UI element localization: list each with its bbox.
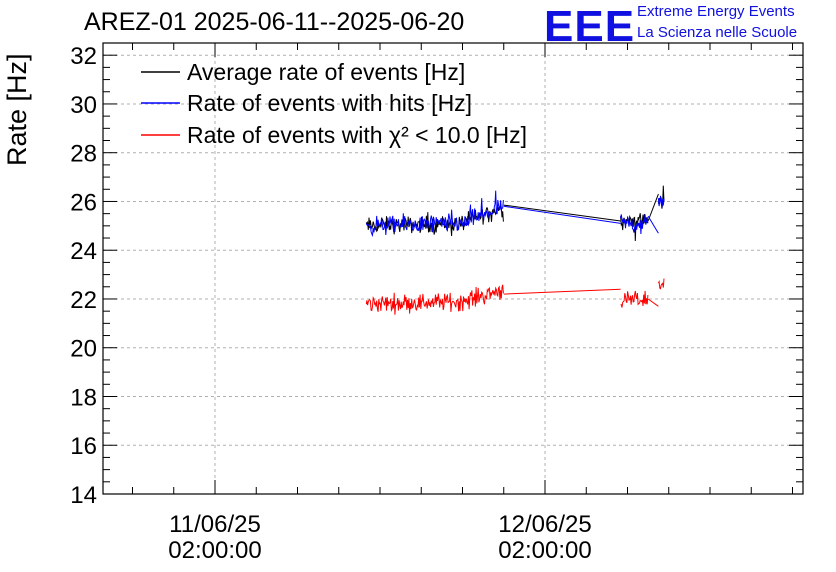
series-line-0 (503, 204, 621, 222)
y-tick-label: 24 (70, 238, 97, 265)
series-line-1 (365, 190, 504, 238)
series-line-2 (503, 288, 621, 295)
x-tick-label-day: 11/06/25 (169, 511, 261, 538)
series-line-2 (647, 298, 659, 307)
legend-entry: Rate of events with χ² < 10.0 [Hz] (187, 122, 527, 148)
x-tick-label-time: 02:00:00 (498, 537, 591, 564)
legend-entry: Rate of events with hits [Hz] (187, 90, 472, 116)
y-tick-label: 26 (70, 189, 97, 216)
series-line-1 (503, 205, 621, 224)
y-tick-label: 20 (70, 336, 97, 363)
logo-line2: La Scienza nelle Scuole (637, 24, 798, 41)
x-tick-label-time: 02:00:00 (168, 537, 261, 564)
legend-entry: Average rate of events [Hz] (187, 59, 465, 85)
y-tick-label: 18 (70, 384, 97, 411)
logo-line1: Extreme Energy Events (637, 3, 795, 20)
x-tick-label-day: 12/06/25 (498, 511, 591, 538)
y-tick-label: 14 (70, 482, 97, 509)
series-line-0 (647, 193, 659, 222)
y-tick-label: 30 (70, 92, 97, 119)
series-line-0 (365, 203, 504, 237)
series-line-1 (620, 214, 649, 235)
series-line-2 (657, 278, 665, 290)
series-line-2 (365, 284, 504, 315)
y-tick-label: 16 (70, 433, 97, 460)
y-tick-label: 22 (70, 287, 97, 314)
plot-frame (102, 42, 804, 495)
y-tick-label: 28 (70, 141, 97, 168)
series-line-1 (657, 195, 665, 208)
series-line-1 (647, 215, 659, 234)
series-line-0 (620, 213, 649, 242)
series-line-2 (620, 290, 649, 308)
chart-title: AREZ-01 2025-06-11--2025-06-20 (84, 8, 465, 36)
y-tick-label: 32 (70, 43, 97, 70)
series-line-0 (657, 185, 665, 209)
